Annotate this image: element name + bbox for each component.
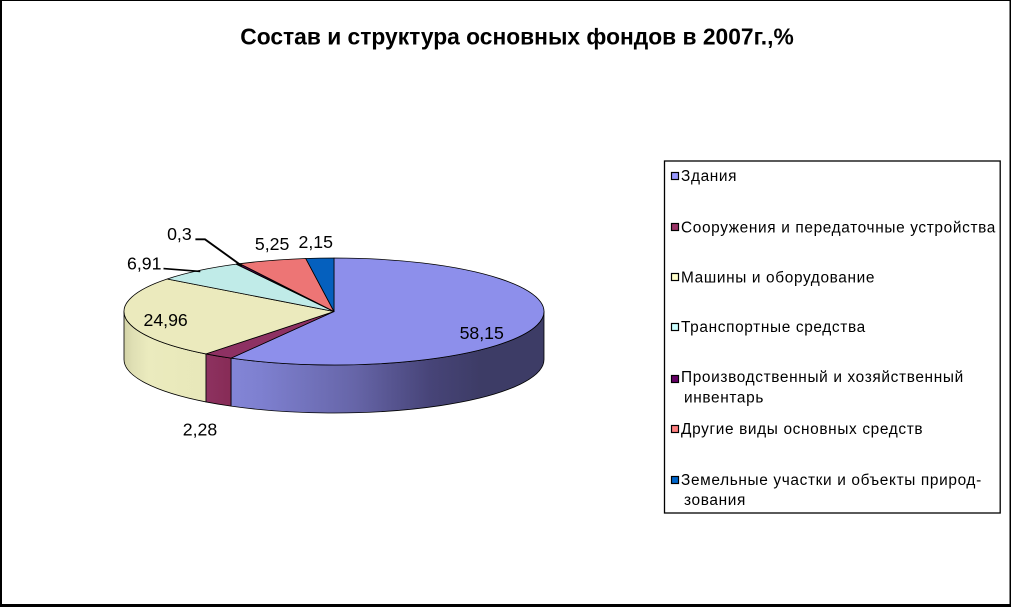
svg-text:58,15: 58,15: [460, 323, 504, 343]
svg-text:2,28: 2,28: [183, 420, 218, 440]
svg-text:Транспортные средства: Транспортные средства: [681, 319, 866, 336]
svg-text:Здания: Здания: [681, 168, 737, 185]
svg-text:24,96: 24,96: [144, 310, 188, 330]
svg-text:зования: зования: [684, 492, 746, 509]
svg-text:Машины и оборудование: Машины и оборудование: [681, 269, 875, 286]
svg-text:Земельные участки и объекты пр: Земельные участки и объекты природ-: [681, 472, 982, 489]
svg-text:Другие виды основных средств: Другие виды основных средств: [681, 421, 923, 438]
svg-text:6,91: 6,91: [127, 254, 161, 274]
svg-text:0,3: 0,3: [167, 224, 192, 244]
svg-text:Состав и структура основных фо: Состав и структура основных фондов в 200…: [240, 24, 793, 50]
svg-text:Производственный и хозяйственн: Производственный и хозяйственный: [681, 369, 964, 386]
svg-text:Сооружения и передаточные устр: Сооружения и передаточные устройства: [681, 220, 996, 237]
svg-text:5,25: 5,25: [255, 234, 290, 254]
svg-text:2,15: 2,15: [299, 232, 334, 252]
svg-text:инвентарь: инвентарь: [684, 389, 764, 406]
